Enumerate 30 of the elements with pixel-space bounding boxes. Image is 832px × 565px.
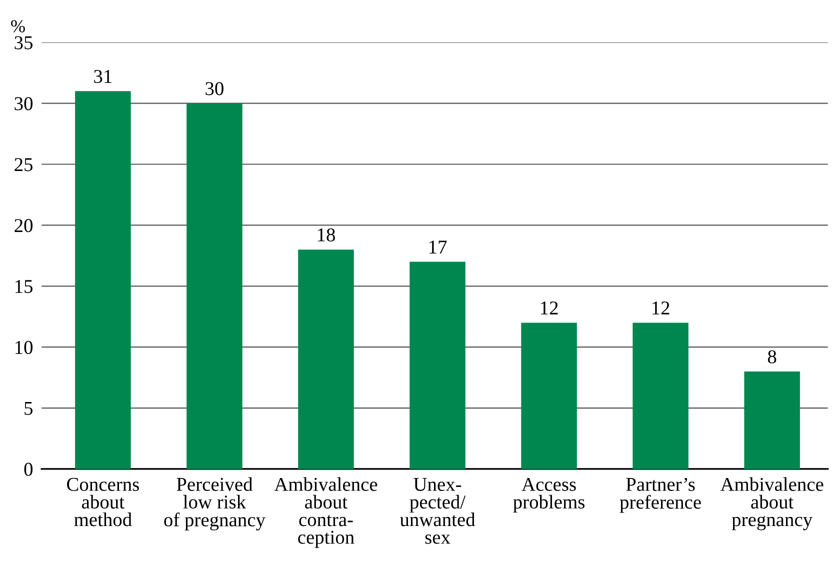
x-tick-label: Perceived low risk of pregnancy xyxy=(164,477,266,530)
y-tick-label: 0 xyxy=(24,462,33,476)
x-tick-label: Access problems xyxy=(513,478,585,513)
data-label: 31 xyxy=(94,70,112,84)
data-label: 30 xyxy=(206,82,224,96)
bar xyxy=(410,262,466,469)
bar xyxy=(186,103,242,469)
data-label: 12 xyxy=(652,302,670,314)
y-tick-label: 35 xyxy=(14,36,33,50)
data-label: 8 xyxy=(768,350,776,364)
bar xyxy=(75,91,131,469)
y-tick-label: 5 xyxy=(24,402,33,415)
bar xyxy=(632,322,688,469)
y-tick-label: 25 xyxy=(14,158,33,172)
y-tick-label: 15 xyxy=(16,280,33,294)
x-tick-label: Ambivalence about pregnancy xyxy=(720,477,824,530)
x-tick-label: Concerns about method xyxy=(67,478,139,526)
data-label: 17 xyxy=(429,240,447,254)
y-tick-label: 20 xyxy=(14,219,33,232)
bar xyxy=(521,322,577,469)
x-tick-label: Ambivalence about contra- ception xyxy=(274,477,378,548)
x-tick-label: Unex- pected/ unwanted sex xyxy=(400,478,476,544)
bar xyxy=(298,250,354,469)
y-axis-title: % xyxy=(11,20,25,32)
y-tick-label: 10 xyxy=(16,340,33,354)
bar xyxy=(744,371,800,469)
data-label: 18 xyxy=(318,228,335,242)
y-tick-label: 30 xyxy=(14,97,33,110)
data-label: 12 xyxy=(541,302,558,314)
x-tick-label: Partner’s preference xyxy=(620,478,701,513)
